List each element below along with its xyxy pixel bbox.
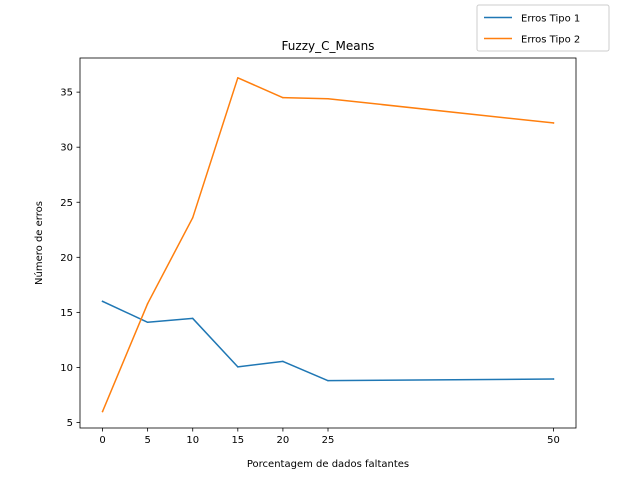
data-point-erros-tipo-2 bbox=[191, 216, 194, 219]
y-tick-label: 30 bbox=[60, 143, 73, 154]
y-tick-label: 15 bbox=[60, 308, 73, 319]
data-point-erros-tipo-1 bbox=[282, 360, 284, 363]
y-tick-label: 5 bbox=[67, 418, 73, 429]
data-point-erros-tipo-2 bbox=[146, 302, 149, 305]
legend-label-erros-tipo-1: Erros Tipo 1 bbox=[521, 14, 580, 25]
legend: Erros Tipo 1 Erros Tipo 2 bbox=[476, 4, 610, 52]
x-axis-label: Porcentagem de dados faltantes bbox=[247, 459, 409, 470]
chart-title: Fuzzy_C_Means bbox=[282, 39, 375, 53]
y-axis-label: Número de erros bbox=[33, 201, 45, 285]
legend-box bbox=[476, 4, 610, 52]
x-tick-label: 15 bbox=[231, 435, 244, 446]
data-point-erros-tipo-1 bbox=[146, 321, 149, 324]
x-tick-label: 50 bbox=[547, 435, 560, 446]
x-axis-ticks: 0 5 10 15 20 25 50 bbox=[99, 428, 560, 446]
data-point-erros-tipo-2 bbox=[282, 96, 284, 99]
y-tick-label: 35 bbox=[60, 88, 73, 99]
data-point-erros-tipo-1 bbox=[327, 379, 329, 382]
data-point-erros-tipo-1 bbox=[552, 378, 555, 380]
y-tick-label: 25 bbox=[60, 198, 73, 209]
x-tick-label: 25 bbox=[322, 435, 335, 446]
x-tick-label: 20 bbox=[277, 435, 290, 446]
data-point-erros-tipo-2 bbox=[552, 122, 555, 124]
data-point-erros-tipo-1 bbox=[101, 300, 104, 303]
x-tick-label: 0 bbox=[99, 435, 105, 446]
data-point-erros-tipo-2 bbox=[237, 77, 239, 79]
data-point-erros-tipo-2 bbox=[101, 410, 104, 413]
legend-label-erros-tipo-2: Erros Tipo 2 bbox=[521, 35, 580, 46]
x-tick-label: 5 bbox=[144, 435, 150, 446]
data-point-erros-tipo-1 bbox=[191, 317, 194, 320]
y-tick-label: 10 bbox=[60, 363, 73, 374]
data-point-erros-tipo-2 bbox=[327, 97, 329, 100]
data-point-erros-tipo-1 bbox=[237, 366, 239, 368]
y-tick-label: 20 bbox=[60, 253, 73, 264]
x-tick-label: 10 bbox=[186, 435, 199, 446]
y-axis-ticks: 5 10 15 20 25 30 35 bbox=[60, 88, 80, 429]
